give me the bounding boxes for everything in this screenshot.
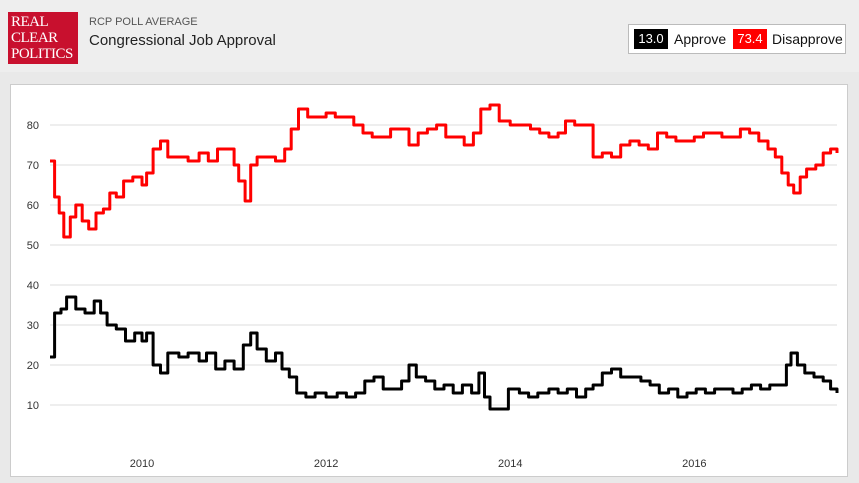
series-line-approve xyxy=(50,295,839,411)
chart-subtitle: RCP POLL AVERAGE xyxy=(89,16,198,28)
logo-line-3: POLITICS xyxy=(11,46,73,62)
approve-legend-label: Approve xyxy=(674,31,727,47)
chart-title: Congressional Job Approval xyxy=(89,32,276,49)
x-tick-label-2010: 2010 xyxy=(130,458,154,470)
disapprove-legend-label: Disapprove xyxy=(772,31,843,47)
x-tick-label-2014: 2014 xyxy=(498,458,522,470)
x-tick-label-2016: 2016 xyxy=(682,458,706,470)
line-chart[interactable]: 10 20 30 40 50 60 70 80 2010 2012 2014 2016 xyxy=(11,85,847,476)
logo-line-2: CLEAR xyxy=(11,30,58,46)
rcp-logo[interactable]: REAL CLEAR POLITICS xyxy=(8,12,78,64)
series-line-disapprove xyxy=(50,103,839,239)
y-tick-label-70: 70 xyxy=(27,160,39,172)
y-tick-label-80: 80 xyxy=(27,120,39,132)
y-tick-label-40: 40 xyxy=(27,280,39,292)
legend: 13.0 Approve 73.4 Disapprove xyxy=(628,24,846,54)
x-tick-label-2012: 2012 xyxy=(314,458,338,470)
y-tick-label-50: 50 xyxy=(27,240,39,252)
logo-line-1: REAL xyxy=(11,14,49,30)
y-tick-label-30: 30 xyxy=(27,320,39,332)
chart-panel: 10 20 30 40 50 60 70 80 2010 2012 2014 2016 xyxy=(10,84,848,477)
approve-value-badge: 13.0 xyxy=(634,29,668,49)
y-tick-label-60: 60 xyxy=(27,200,39,212)
header: REAL CLEAR POLITICS RCP POLL AVERAGE Con… xyxy=(0,0,859,72)
disapprove-value-badge: 73.4 xyxy=(733,29,767,49)
y-tick-label-10: 10 xyxy=(27,400,39,412)
y-tick-label-20: 20 xyxy=(27,360,39,372)
